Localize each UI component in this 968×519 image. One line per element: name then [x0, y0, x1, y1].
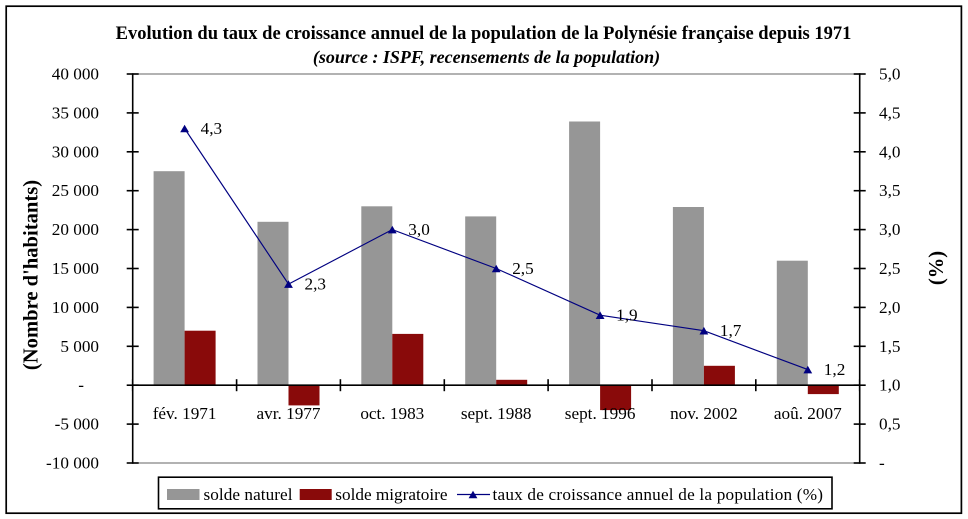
svg-text:2,3: 2,3	[305, 275, 326, 294]
svg-text:2,0: 2,0	[879, 298, 900, 317]
svg-text:4,3: 4,3	[201, 119, 222, 138]
svg-text:3,0: 3,0	[408, 220, 429, 239]
svg-text:30 000: 30 000	[52, 142, 99, 161]
svg-text:aoû. 2007: aoû. 2007	[774, 404, 842, 423]
svg-text:oct. 1983: oct. 1983	[360, 404, 424, 423]
svg-text:(source : ISPF, recensements d: (source : ISPF, recensements de la popul…	[313, 47, 660, 68]
svg-text:5,0: 5,0	[879, 65, 900, 84]
svg-text:-: -	[78, 376, 84, 395]
svg-text:4,0: 4,0	[879, 142, 900, 161]
svg-text:1,7: 1,7	[720, 321, 742, 340]
svg-text:25 000: 25 000	[52, 181, 99, 200]
svg-text:sept. 1988: sept. 1988	[461, 404, 532, 423]
svg-text:5 000: 5 000	[60, 337, 99, 356]
svg-text:sept. 1996: sept. 1996	[565, 404, 636, 423]
svg-text:0,5: 0,5	[879, 415, 900, 434]
svg-text:3,0: 3,0	[879, 220, 900, 239]
svg-text:10 000: 10 000	[52, 298, 99, 317]
svg-text:15 000: 15 000	[52, 259, 99, 278]
svg-text:-5 000: -5 000	[55, 415, 99, 434]
svg-text:1,2: 1,2	[824, 360, 845, 379]
svg-text:40 000: 40 000	[52, 65, 99, 84]
svg-text:(%): (%)	[926, 251, 948, 285]
svg-text:20 000: 20 000	[52, 220, 99, 239]
svg-text:fév. 1971: fév. 1971	[153, 404, 217, 423]
svg-text:4,5: 4,5	[879, 103, 900, 122]
svg-text:Evolution du taux de croissanc: Evolution du taux de croissance annuel d…	[116, 24, 852, 44]
svg-text:1,0: 1,0	[879, 376, 900, 395]
svg-text:-10 000: -10 000	[46, 454, 99, 473]
svg-text:2,5: 2,5	[512, 259, 533, 278]
svg-text:avr. 1977: avr. 1977	[257, 404, 321, 423]
svg-text:nov. 2002: nov. 2002	[670, 404, 738, 423]
svg-text:2,5: 2,5	[879, 259, 900, 278]
svg-text:solde naturel: solde naturel	[204, 485, 293, 504]
svg-text:35 000: 35 000	[52, 103, 99, 122]
svg-text:taux de croissance annuel de l: taux de croissance annuel de la populati…	[493, 485, 824, 504]
svg-text:(Nombre d'habitants): (Nombre d'habitants)	[21, 180, 43, 370]
svg-text:3,5: 3,5	[879, 181, 900, 200]
svg-text:-: -	[879, 454, 885, 473]
svg-text:1,5: 1,5	[879, 337, 900, 356]
svg-text:1,9: 1,9	[616, 306, 637, 325]
svg-text:solde migratoire: solde migratoire	[335, 485, 448, 504]
